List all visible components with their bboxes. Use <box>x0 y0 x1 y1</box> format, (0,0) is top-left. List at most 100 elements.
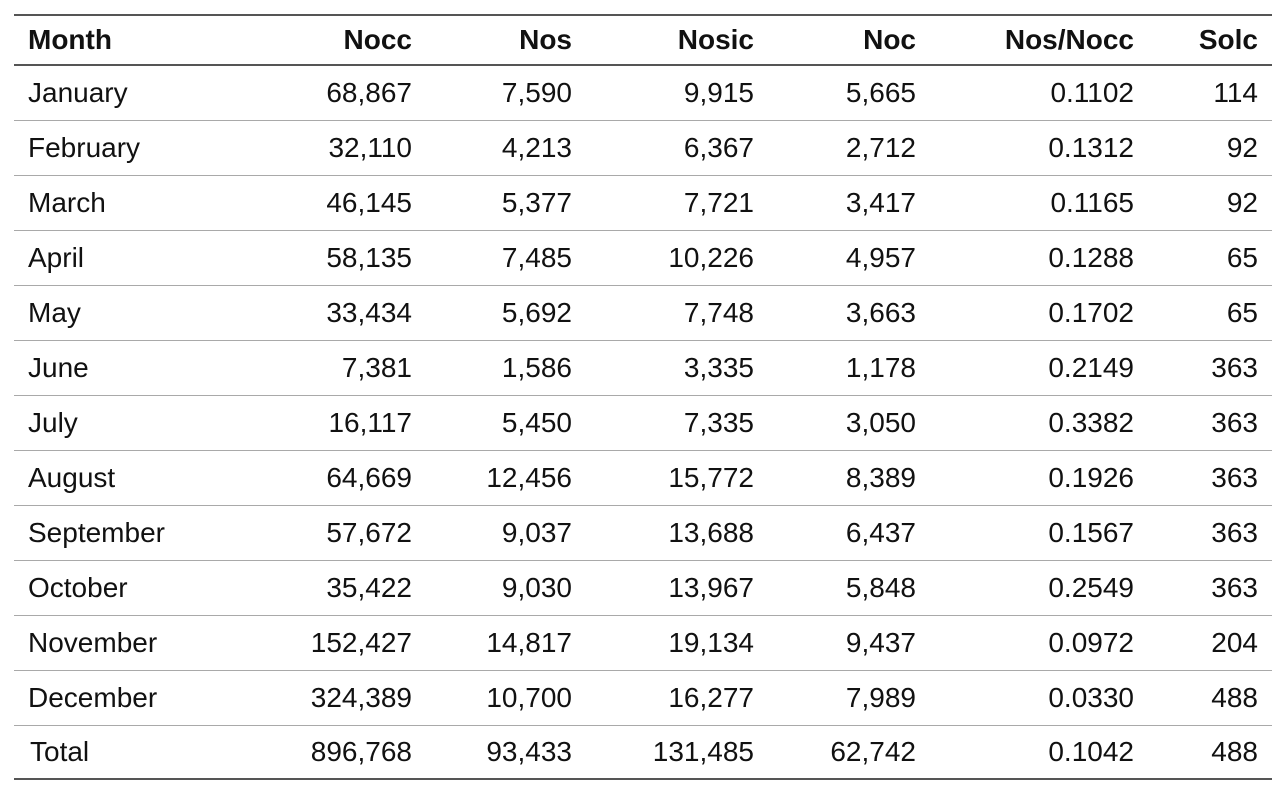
row-label-month: April <box>28 241 85 273</box>
cell-nosic: 13,688 <box>668 516 754 548</box>
column-header-nos-nocc: Nos/Nocc <box>1004 24 1134 55</box>
row-label-month: December <box>28 681 158 713</box>
cell-nosic: 3,335 <box>683 351 754 383</box>
cell-solc: 363 <box>1211 461 1258 493</box>
cell-noc: 5,665 <box>845 76 916 108</box>
cell-solc: 488 <box>1211 681 1258 713</box>
cell-solc: 114 <box>1213 76 1258 108</box>
cell-nosic: 9,915 <box>683 76 754 108</box>
total-row: Total 896,768 93,433 131,485 62,742 0.1042 488 <box>14 725 1272 779</box>
cell-noc: 3,417 <box>845 186 916 218</box>
cell-noc: 9,437 <box>845 626 916 658</box>
cell-nosic: 15,772 <box>668 461 754 493</box>
cell-nos-nocc: 0.1288 <box>1048 241 1134 273</box>
cell-nos-nocc: 0.0330 <box>1048 681 1134 713</box>
cell-solc: 204 <box>1211 626 1258 658</box>
cell-nos-nocc: 0.1702 <box>1048 296 1134 328</box>
column-header-nocc: Nocc <box>343 24 412 55</box>
cell-solc: 65 <box>1226 241 1258 273</box>
cell-nocc: 152,427 <box>310 626 412 658</box>
cell-nos-nocc: 0.1312 <box>1048 131 1134 163</box>
cell-nocc: 896,768 <box>310 735 412 767</box>
table-row: August 64,669 12,456 15,772 8,389 0.1926 363 <box>14 450 1272 505</box>
table-body: January 68,867 7,590 9,915 5,665 0.1102 114 Feb… <box>14 65 1272 779</box>
row-label-month: July <box>28 406 78 438</box>
row-label-month: August <box>28 461 116 493</box>
table-row: March 46,145 5,377 7,721 3,417 0.1165 92 <box>14 175 1272 230</box>
cell-nocc: 16,117 <box>328 406 412 438</box>
cell-nos-nocc: 0.1165 <box>1050 186 1134 218</box>
cell-nosic: 13,967 <box>668 571 754 603</box>
cell-noc: 62,742 <box>830 735 916 767</box>
row-label-month: March <box>28 186 106 218</box>
table-row: February 32,110 4,213 6,367 2,712 0.1312 92 <box>14 120 1272 175</box>
cell-nocc: 324,389 <box>310 681 412 713</box>
cell-nos: 5,377 <box>501 186 572 218</box>
row-label-month: January <box>28 76 128 108</box>
row-label-month: Total <box>30 735 90 767</box>
cell-nocc: 58,135 <box>326 241 412 273</box>
cell-nosic: 7,748 <box>683 296 754 328</box>
header-row: Month Nocc Nos Nosic Noc Nos/Nocc Solc <box>14 15 1272 65</box>
cell-nocc: 64,669 <box>326 461 412 493</box>
cell-nos-nocc: 0.1102 <box>1050 76 1134 108</box>
cell-nos: 12,456 <box>486 461 572 493</box>
table-row: October 35,422 9,030 13,967 5,848 0.2549 363 <box>14 560 1272 615</box>
cell-noc: 3,663 <box>845 296 916 328</box>
cell-noc: 5,848 <box>845 571 916 603</box>
cell-nosic: 6,367 <box>683 131 754 163</box>
table-row: September 57,672 9,037 13,688 6,437 0.1567 363 <box>14 505 1272 560</box>
cell-noc: 3,050 <box>845 406 916 438</box>
cell-nocc: 32,110 <box>328 131 412 163</box>
cell-nocc: 33,434 <box>326 296 412 328</box>
cell-nos-nocc: 0.1567 <box>1048 516 1134 548</box>
cell-nos: 5,692 <box>501 296 572 328</box>
cell-nocc: 68,867 <box>326 76 412 108</box>
cell-nos-nocc: 0.2549 <box>1048 571 1134 603</box>
cell-noc: 6,437 <box>845 516 916 548</box>
cell-nos-nocc: 0.1926 <box>1048 461 1134 493</box>
cell-solc: 92 <box>1226 186 1258 218</box>
cell-noc: 1,178 <box>845 351 916 383</box>
cell-solc: 363 <box>1211 351 1258 383</box>
table-row: April 58,135 7,485 10,226 4,957 0.1288 65 <box>14 230 1272 285</box>
cell-nos: 10,700 <box>486 681 572 713</box>
cell-nosic: 7,335 <box>683 406 754 438</box>
cell-nosic: 7,721 <box>683 186 754 218</box>
cell-nos: 1,586 <box>501 351 572 383</box>
column-header-nosic: Nosic <box>677 24 754 55</box>
cell-nosic: 16,277 <box>668 681 754 713</box>
column-header-month: Month <box>28 24 112 55</box>
cell-nocc: 57,672 <box>326 516 412 548</box>
row-label-month: October <box>28 571 128 603</box>
row-label-month: May <box>28 296 81 328</box>
cell-nocc: 7,381 <box>341 351 412 383</box>
cell-noc: 8,389 <box>845 461 916 493</box>
row-label-month: November <box>28 626 158 658</box>
cell-solc: 92 <box>1226 131 1258 163</box>
cell-nos: 7,590 <box>501 76 572 108</box>
row-label-month: February <box>28 131 141 163</box>
cell-solc: 363 <box>1211 571 1258 603</box>
table-row: June 7,381 1,586 3,335 1,178 0.2149 363 <box>14 340 1272 395</box>
cell-nosic: 19,134 <box>668 626 754 658</box>
column-header-solc: Solc <box>1198 24 1258 55</box>
cell-nos: 93,433 <box>486 735 572 767</box>
row-label-month: September <box>28 516 165 548</box>
column-header-noc: Noc <box>863 24 916 55</box>
table-row: November 152,427 14,817 19,134 9,437 0.0972 20… <box>14 615 1272 670</box>
cell-nos: 14,817 <box>486 626 572 658</box>
cell-solc: 65 <box>1226 296 1258 328</box>
table-row: December 324,389 10,700 16,277 7,989 0.0330 48… <box>14 670 1272 725</box>
cell-nos-nocc: 0.3382 <box>1048 406 1134 438</box>
cell-solc: 363 <box>1211 516 1258 548</box>
table-row: July 16,117 5,450 7,335 3,050 0.3382 363 <box>14 395 1272 450</box>
cell-nos: 5,450 <box>501 406 572 438</box>
cell-noc: 4,957 <box>845 241 916 273</box>
cell-noc: 2,712 <box>845 131 916 163</box>
cell-nos: 9,030 <box>501 571 572 603</box>
cell-nos-nocc: 0.2149 <box>1048 351 1134 383</box>
cell-nosic: 131,485 <box>652 735 754 767</box>
monthly-statistics-table: Month Nocc Nos Nosic Noc Nos/Nocc Solc January… <box>14 14 1272 780</box>
cell-nos: 7,485 <box>501 241 572 273</box>
